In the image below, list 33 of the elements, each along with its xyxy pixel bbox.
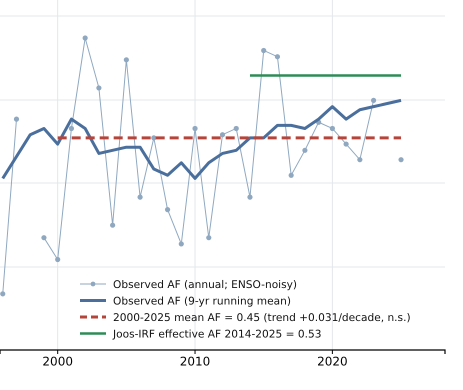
point	[344, 141, 349, 147]
point	[41, 235, 47, 240]
point	[370, 98, 376, 103]
x-tick-label: 2010	[180, 354, 210, 369]
legend-label: 2000-2025 mean AF = 0.45 (trend +0.031/decade, n.s.)	[113, 312, 411, 324]
point	[82, 35, 88, 41]
point	[164, 207, 170, 212]
point	[398, 157, 404, 162]
point	[68, 126, 74, 132]
x-tick-label: 2020	[317, 354, 348, 369]
point	[0, 291, 6, 296]
legend-label: Observed AF (9-yr running mean)	[113, 296, 291, 308]
point	[220, 132, 226, 138]
point	[206, 235, 212, 240]
point	[261, 48, 266, 54]
point	[14, 116, 20, 122]
point	[178, 241, 184, 247]
point	[288, 172, 294, 178]
point	[357, 157, 362, 162]
point	[96, 85, 102, 91]
legend-label: Observed AF (annual; ENSO-noisy)	[113, 279, 298, 291]
legend-label: Joos-IRF effective AF 2014-2025 = 0.53	[112, 328, 322, 340]
point	[274, 54, 280, 60]
point	[192, 126, 198, 132]
point	[110, 222, 116, 228]
point	[55, 256, 60, 262]
point	[247, 194, 253, 200]
point	[330, 126, 335, 132]
point	[137, 194, 143, 200]
point	[234, 126, 239, 132]
point	[124, 57, 129, 62]
point	[302, 148, 308, 153]
x-tick-label: 2000	[42, 354, 73, 369]
